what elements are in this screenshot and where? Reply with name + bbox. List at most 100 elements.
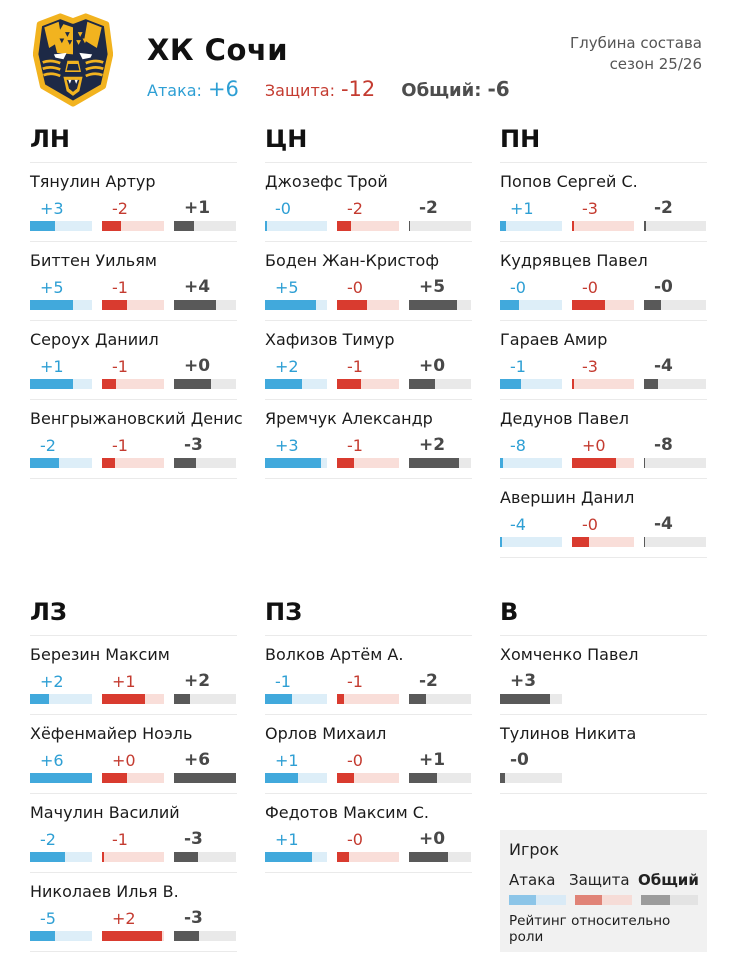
defense-value: -1: [347, 357, 363, 376]
player-stats: -8 +0 -8: [500, 436, 707, 468]
attack-bar-fill: [30, 221, 55, 231]
player-name: Биттен Уильям: [30, 251, 157, 270]
overall-bar-fill: [174, 852, 198, 862]
attack-value: +2: [275, 357, 299, 376]
attack-bar: [265, 300, 327, 310]
defense-stat: -1: [102, 357, 164, 389]
player-stats: +5 -1 +4: [30, 278, 237, 310]
attack-stat: +1: [265, 830, 327, 862]
team-attack-value: +6: [207, 77, 239, 101]
legend-bars: [509, 895, 698, 905]
player-name: Тулинов Никита: [500, 724, 637, 743]
player-stats: -0: [500, 751, 707, 783]
overall-value: -3: [184, 908, 203, 928]
team-overall-value: -6: [487, 77, 510, 101]
defense-bar: [102, 221, 164, 231]
defense-bar: [572, 458, 634, 468]
attack-bar: [265, 694, 327, 704]
attack-stat: +1: [265, 751, 327, 783]
attack-stat: +5: [265, 278, 327, 310]
defense-bar-fill: [102, 773, 127, 783]
position-header: ПН: [500, 123, 707, 163]
position-header: ЦН: [265, 123, 472, 163]
attack-bar-fill: [265, 221, 267, 231]
overall-bar-fill: [500, 773, 505, 783]
defense-value: -1: [347, 672, 363, 691]
attack-value: +1: [510, 199, 534, 218]
defense-bar: [337, 300, 399, 310]
defense-bar: [102, 458, 164, 468]
overall-value: -2: [419, 671, 438, 691]
player-card: Яремчук Александр +3 -1 +2: [265, 400, 472, 479]
legend-attack-bar-fill: [509, 895, 536, 905]
player-card: Мачулин Василий -2 -1 -3: [30, 794, 237, 873]
defense-stat: -2: [337, 199, 399, 231]
overall-stat: -0: [500, 751, 562, 783]
overall-stat: +0: [174, 357, 236, 389]
attack-bar-fill: [500, 221, 507, 231]
player-name: Гараев Амир: [500, 330, 608, 349]
defense-value: +2: [112, 909, 136, 928]
attack-bar-fill: [265, 379, 303, 389]
attack-value: +1: [40, 357, 64, 376]
attack-bar-fill: [30, 379, 73, 389]
attack-bar-fill: [30, 852, 66, 862]
attack-bar: [30, 694, 92, 704]
attack-bar: [30, 852, 92, 862]
player-stats: +3: [500, 672, 707, 704]
overall-bar: [409, 379, 471, 389]
player-stats: +3 -1 +2: [265, 436, 472, 468]
overall-bar: [644, 221, 706, 231]
defense-stat: -3: [572, 199, 634, 231]
defense-stat: -0: [572, 515, 634, 547]
legend-overall-label: Общий: [638, 871, 699, 889]
overall-value: +3: [510, 671, 537, 691]
overall-bar-fill: [644, 537, 646, 547]
overall-bar-fill: [409, 221, 411, 231]
player-card: Попов Сергей С. +1 -3 -2: [500, 163, 707, 242]
overall-value: -3: [184, 435, 203, 455]
player-card: Тулинов Никита -0: [500, 715, 707, 794]
attack-value: -2: [40, 830, 56, 849]
overall-bar-fill: [409, 379, 436, 389]
position-column-ПН: ПН Попов Сергей С. +1 -3 -2 Кудрявцев Павел -0…: [500, 123, 707, 558]
overall-value: +2: [419, 435, 446, 455]
attack-bar: [265, 221, 327, 231]
player-card: Орлов Михаил +1 -0 +1: [265, 715, 472, 794]
attack-bar: [265, 379, 327, 389]
attack-value: +2: [40, 672, 64, 691]
overall-bar: [644, 300, 706, 310]
player-name: Попов Сергей С.: [500, 172, 638, 191]
overall-bar: [174, 458, 236, 468]
legend-defense-bar-fill: [575, 895, 603, 905]
header-main: ХК Сочи Атака: +6 Защита: -12 Общий: -6: [147, 13, 536, 101]
defense-bar-fill: [337, 852, 350, 862]
player-card: Хёфенмайер Ноэль +6 +0 +6: [30, 715, 237, 794]
attack-value: -2: [40, 436, 56, 455]
player-name: Джозефс Трой: [265, 172, 388, 191]
overall-stat: -4: [644, 515, 706, 547]
defense-bar-fill: [572, 537, 590, 547]
overall-stat: -0: [644, 278, 706, 310]
player-card: Венгрыжановский Денис -2 -1 -3: [30, 400, 243, 479]
overall-value: -0: [510, 750, 529, 770]
player-name: Кудрявцев Павел: [500, 251, 648, 270]
attack-value: +1: [275, 751, 299, 770]
player-stats: -4 -0 -4: [500, 515, 707, 547]
defense-bar: [102, 852, 164, 862]
overall-value: -2: [654, 198, 673, 218]
legend-attack-label: Атака: [509, 871, 556, 889]
defense-stat: -1: [102, 830, 164, 862]
player-card: Волков Артём А. -1 -1 -2: [265, 636, 472, 715]
legend-labels: Атака Защита Общий: [509, 871, 699, 889]
attack-bar-fill: [500, 537, 502, 547]
defense-bar: [337, 773, 399, 783]
attack-bar: [30, 773, 92, 783]
defense-value: +1: [112, 672, 136, 691]
defense-stat: +1: [102, 672, 164, 704]
attack-stat: -4: [500, 515, 562, 547]
defense-value: -2: [112, 199, 128, 218]
attack-value: -1: [510, 357, 526, 376]
defense-value: +0: [582, 436, 606, 455]
overall-value: +0: [419, 356, 446, 376]
